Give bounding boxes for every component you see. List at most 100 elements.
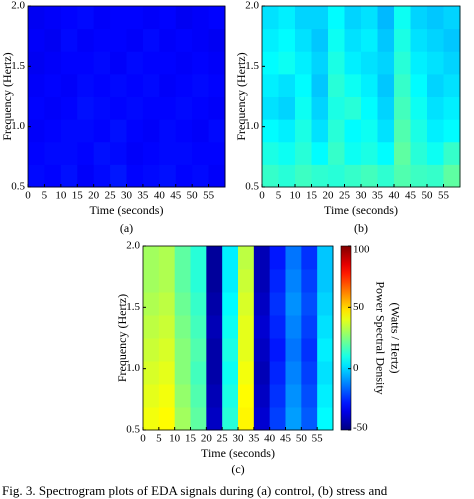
heatmap-cell (410, 6, 428, 30)
heatmap-cell (262, 6, 279, 30)
x-tick-label: 15 (72, 190, 84, 202)
heatmap-cell (60, 96, 78, 120)
heatmap-cell (285, 407, 302, 431)
heatmap-cell (143, 338, 160, 362)
heatmap-cell (208, 51, 226, 75)
heatmap-cell (394, 164, 411, 188)
y-tick-label: 1.0 (245, 120, 259, 132)
heatmap-cell (443, 119, 461, 143)
heatmap-cell (174, 246, 191, 270)
colorbar-tick-label: 0 (353, 362, 359, 374)
heatmap-cell (110, 164, 127, 188)
heatmap-cell (285, 292, 302, 316)
heatmap-cell (443, 73, 461, 97)
heatmap-cell (317, 292, 334, 316)
heatmap-cell (192, 96, 210, 120)
heatmap-cell (377, 96, 395, 120)
heatmap-cell (317, 246, 334, 270)
heatmap-cell (427, 28, 444, 52)
heatmap-cell (238, 384, 255, 408)
heatmap-cell (443, 141, 461, 165)
heatmap-cell (328, 6, 345, 30)
heatmap-cell (142, 51, 160, 75)
heatmap-cell (159, 28, 177, 52)
x-tick-label: 30 (356, 190, 368, 202)
y-tick-label: 1.5 (245, 60, 259, 72)
heatmap-cell (301, 338, 318, 362)
heatmap-cell (328, 51, 345, 75)
heatmap-cell (328, 28, 345, 52)
heatmap-cell (206, 292, 223, 316)
heatmap-cell (344, 119, 362, 143)
heatmap-cell (192, 164, 210, 188)
heatmap-cell (269, 315, 286, 339)
heatmap-cell (295, 51, 312, 75)
heatmap-cell (427, 96, 444, 120)
y-tick-label: 1.0 (126, 362, 140, 374)
heatmap-cell (159, 96, 177, 120)
heatmap-cell (190, 269, 207, 293)
heatmap-cell (60, 164, 78, 188)
x-tick-label: 25 (105, 190, 117, 202)
heatmap-cell (175, 119, 193, 143)
heatmap-cell (317, 315, 334, 339)
heatmap-cell (285, 384, 302, 408)
heatmap-cell (206, 384, 223, 408)
colorbar-label: (Watts / Hertz) (388, 302, 402, 373)
heatmap-cell (222, 407, 239, 431)
heatmap-cell (285, 269, 302, 293)
heatmap-cell (269, 246, 286, 270)
heatmap-cell (143, 407, 160, 431)
heatmap-cell (311, 96, 329, 120)
heatmap-cell (174, 407, 191, 431)
heatmap-cell (285, 361, 302, 385)
heatmap-cell (77, 51, 95, 75)
x-tick-label: 50 (422, 190, 434, 202)
heatmap-cell (253, 292, 271, 316)
heatmap-cell (142, 73, 160, 97)
heatmap-cell (60, 28, 78, 52)
heatmap-cell (301, 246, 318, 270)
heatmap-cell (317, 384, 334, 408)
heatmap-cell (159, 51, 177, 75)
x-tick-label: 55 (438, 190, 450, 202)
heatmap-cell (285, 338, 302, 362)
heatmap-cell (278, 141, 296, 165)
y-tick-label: 2.0 (11, 0, 25, 12)
x-axis-label: Time (seconds) (324, 203, 398, 217)
heatmap-cell (278, 6, 296, 30)
heatmap-cell (28, 28, 45, 52)
heatmap-cell (317, 269, 334, 293)
x-tick-label: 50 (187, 190, 199, 202)
heatmap-cell (159, 73, 177, 97)
colorbar-tick-label: 50 (353, 301, 365, 313)
heatmap-cell (361, 51, 378, 75)
heatmap-cell (190, 292, 207, 316)
heatmap-cell (410, 141, 428, 165)
heatmap-cell (377, 6, 395, 30)
heatmap-cell (328, 119, 345, 143)
x-tick-label: 25 (217, 433, 229, 445)
heatmap-cell (361, 119, 378, 143)
heatmap-cell (93, 119, 111, 143)
y-tick-label: 2.0 (126, 240, 140, 252)
heatmap-cell (311, 6, 329, 30)
heatmap-cell (262, 119, 279, 143)
heatmap-cell (238, 315, 255, 339)
heatmap-cell (77, 164, 95, 188)
heatmap-cell (174, 384, 191, 408)
heatmap-cell (361, 96, 378, 120)
heatmap-cell (410, 119, 428, 143)
heatmap-cell (344, 51, 362, 75)
heatmap-cell (394, 73, 411, 97)
heatmap-cell (175, 51, 193, 75)
heatmap-cell (174, 361, 191, 385)
heatmap-cell (301, 361, 318, 385)
x-tick-label: 30 (233, 433, 245, 445)
x-tick-label: 25 (339, 190, 351, 202)
heatmap-cell (143, 246, 160, 270)
heatmap-cell (410, 96, 428, 120)
heatmap-cell (238, 361, 255, 385)
heatmap-cell (158, 338, 176, 362)
heatmap-cell (269, 407, 286, 431)
